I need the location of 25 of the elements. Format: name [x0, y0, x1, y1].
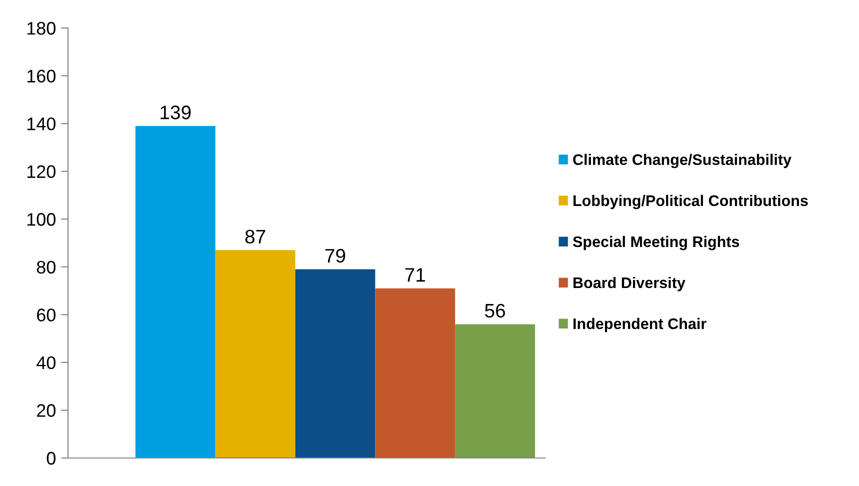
bar: [455, 324, 536, 458]
y-tick-label: 20: [37, 404, 56, 417]
data-label: 139: [160, 106, 191, 120]
y-tick-label: 100: [27, 213, 56, 226]
legend-label: Independent Chair: [574, 318, 706, 332]
legend-label: Board Diversity: [574, 276, 686, 292]
data-label: 87: [245, 230, 266, 244]
y-tick-label: 60: [37, 308, 56, 322]
y-tick-label: 80: [36, 260, 56, 274]
y-tick-label: 40: [36, 356, 56, 370]
bar: [135, 126, 216, 458]
legend-label: Lobbying/Political Contributions: [574, 194, 808, 210]
data-label: 79: [325, 248, 346, 263]
legend-label: Special Meeting Rights: [572, 236, 740, 250]
legend-label: Climate Change/Sustainability: [573, 154, 792, 168]
y-tick-label: 160: [27, 70, 56, 82]
bar: [295, 269, 376, 458]
bar: [215, 250, 296, 458]
data-label: 56: [485, 304, 506, 318]
bar: [375, 288, 456, 458]
y-tick-label: 0: [46, 452, 56, 465]
data-label: 71: [405, 268, 425, 282]
y-tick-label: 140: [27, 117, 56, 130]
y-tick-label: 120: [27, 165, 56, 178]
y-tick-label: 180: [27, 22, 56, 35]
